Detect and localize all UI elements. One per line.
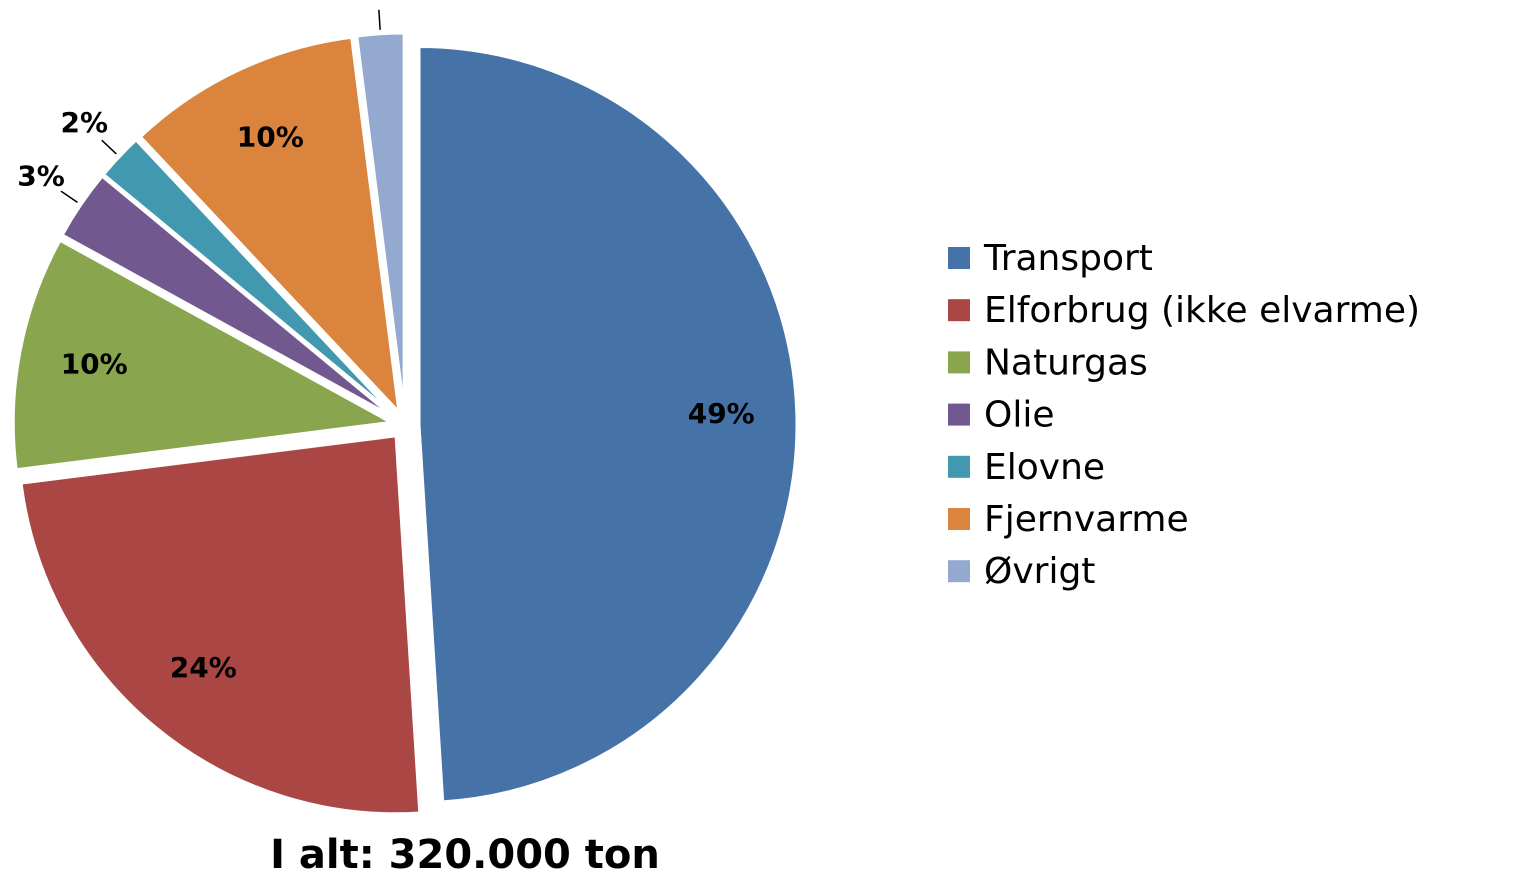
data-label: 24% [170,651,237,684]
legend-label: Elovne [984,447,1105,488]
leader-line [60,190,78,204]
pie-slice [60,174,395,419]
legend-swatch [948,299,970,322]
legend-swatch [948,351,970,374]
legend-label: Naturgas [984,342,1148,383]
leader-line [378,9,381,30]
legend-swatch [948,508,970,530]
data-label: 10% [237,121,304,154]
legend-swatch [948,247,970,269]
legend-swatch [948,403,970,426]
pie-slice [417,45,799,804]
pie-slice [19,434,422,816]
leader-line [101,139,117,155]
legend-swatch [948,455,970,478]
pie-slice [355,31,406,412]
legend-label: Olie [984,395,1055,436]
legend-label: Fjernvarme [984,499,1189,540]
legend-label: Øvrigt [984,551,1095,592]
legend-label: Transport [983,238,1153,279]
pie-slice [11,238,397,472]
data-label: 10% [61,348,128,381]
pie-slice [101,137,396,417]
chart-caption: I alt: 320.000 ton [270,832,660,876]
legend-label: Elforbrug (ikke elvarme) [984,290,1420,331]
data-label: 49% [688,397,755,430]
data-label: 2% [60,106,108,139]
pie-slice [138,35,402,417]
legend-swatch [948,560,970,583]
data-label: 2% [354,0,402,1]
data-label: 3% [17,160,65,193]
